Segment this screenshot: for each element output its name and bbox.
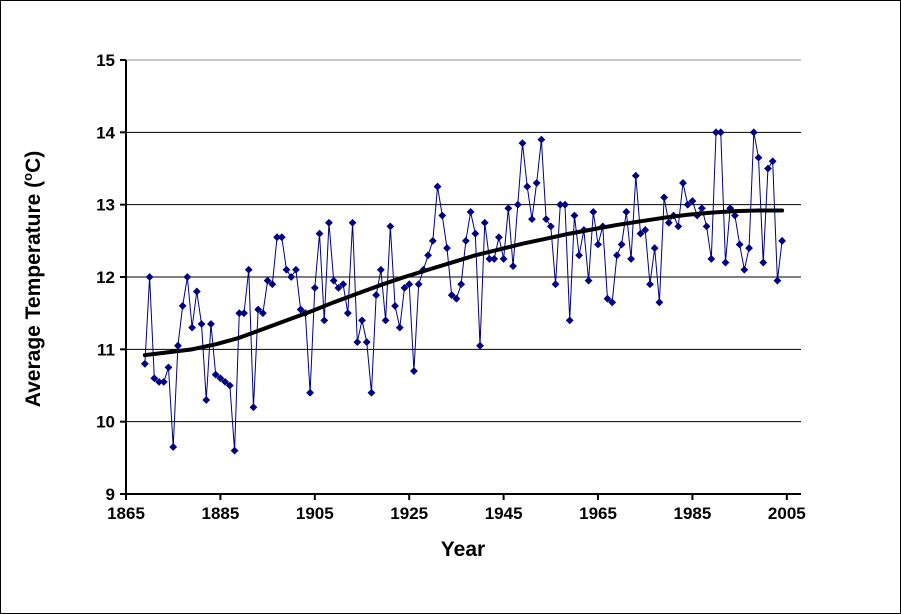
x-tick-label: 1865 <box>107 504 145 523</box>
y-axis-title-text: Average Temperature ( <box>22 180 45 408</box>
x-axis-title: Year <box>440 538 486 561</box>
x-tick-label: 1985 <box>674 504 712 523</box>
x-tick-label: 1945 <box>485 504 523 523</box>
trend-line <box>142 208 785 358</box>
x-tick-label: 1925 <box>390 504 428 523</box>
x-tick-label: 1885 <box>201 504 239 523</box>
y-tick-label: 13 <box>96 196 115 215</box>
annual-series-line <box>144 131 783 451</box>
y-tick-label: 9 <box>106 485 115 504</box>
y-tick-label: 10 <box>96 413 115 432</box>
y-tick-label: 11 <box>97 340 115 359</box>
degree-superscript: o <box>20 172 35 181</box>
y-tick-label: 14 <box>96 123 115 142</box>
y-axis-title: Average Temperature (oC) <box>20 150 46 408</box>
x-tick-label: 1965 <box>579 504 617 523</box>
y-tick-label: 15 <box>96 51 115 70</box>
data-point-markers <box>140 128 787 455</box>
x-tick-label: 1905 <box>296 504 334 523</box>
y-tick-label: 12 <box>96 268 115 287</box>
y-axis-title-unit: C) <box>22 150 45 173</box>
x-tick-label: 2005 <box>768 504 806 523</box>
